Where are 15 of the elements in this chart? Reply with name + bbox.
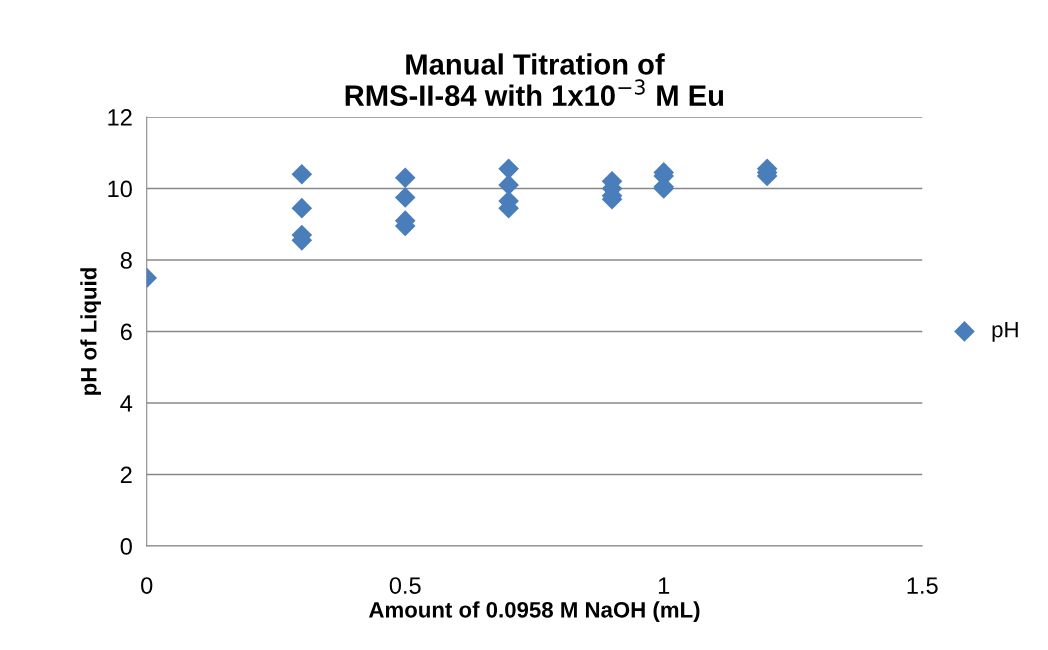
y-tick-label: 4 (120, 395, 133, 412)
y-tick-label: 2 (120, 466, 132, 484)
x-tick-label: 0.5 (389, 577, 421, 594)
chart-title: Manual Titration of RMS-II-84 with 1x10$^{−3}$ M Eu (345, 53, 724, 106)
x-tick-label: 1 (658, 577, 670, 594)
x-axis-title: Amount of 0.0958 M NaOH (mL) (368, 601, 700, 623)
legend-label: pH (992, 321, 1018, 342)
y-tick-label: 12 (108, 109, 132, 126)
y-axis-title: pH of Liquid (80, 268, 102, 395)
y-tick-label: 0 (120, 538, 132, 555)
x-tick-label: 1.5 (907, 577, 938, 594)
y-tick-label: 8 (120, 252, 132, 269)
y-tick-label: 10 (108, 180, 132, 198)
x-tick-label: 0 (141, 577, 153, 594)
y-tick-label: 6 (120, 323, 132, 341)
